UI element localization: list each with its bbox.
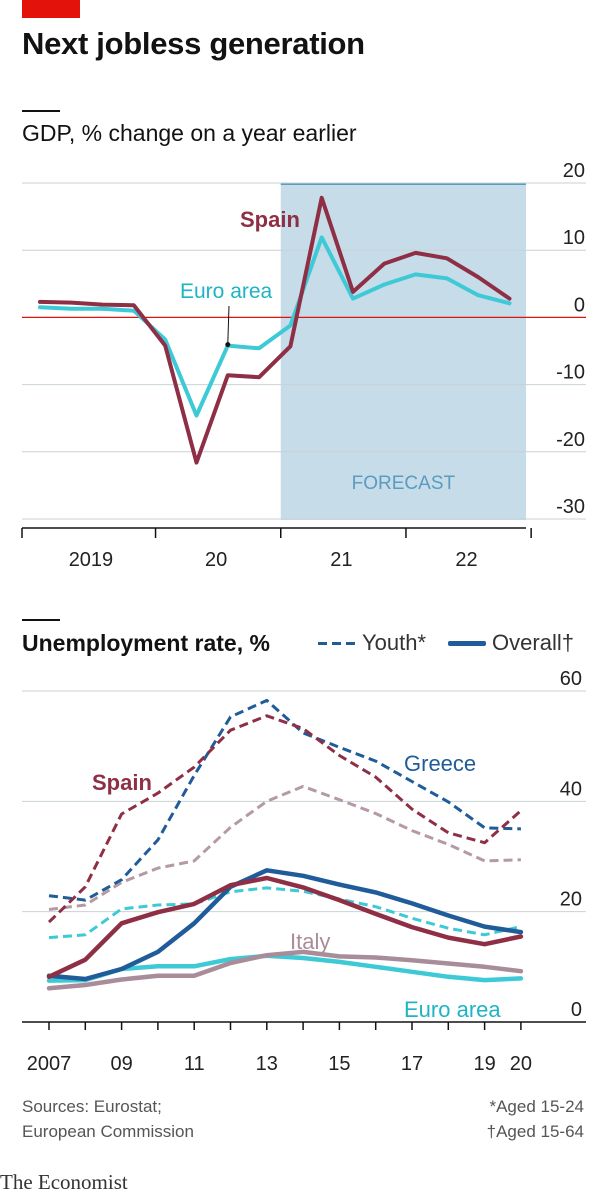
chart-title: Next jobless generation [22,26,365,61]
y-tick-label: 20 [560,889,582,911]
overall-series-line [46,949,524,991]
footnotes: *Aged 15-24 †Aged 15-64 [487,1094,584,1144]
youth-series-line [48,698,521,902]
gdp-chart-title: GDP, % change on a year earlier [22,120,357,146]
brand-red-bar [22,0,80,18]
footnote-overall: †Aged 15-64 [486,1122,584,1141]
x-tick-label: 11 [184,1053,205,1075]
sources: Sources: Eurostat; European Commission [22,1094,194,1144]
x-tick-label: 15 [328,1053,350,1075]
x-tick-label: 22 [455,549,477,571]
label-leader-line [227,305,230,344]
gdp-chart: FORECAST 20 10 0 -10 -20 -30 2019 20 21 22 Spain Eur… [21,160,586,571]
source-line: European Commission [22,1122,194,1141]
y-tick-label: -10 [556,362,585,384]
label-leader-dot [225,342,231,348]
x-tick-label: 2007 [27,1053,72,1075]
x-tick-label: 20 [510,1053,532,1075]
forecast-region [280,183,526,520]
x-tick-label: 17 [401,1053,423,1075]
brand-logo-text: The Economist [0,1170,128,1194]
x-tick-label: 13 [256,1053,278,1075]
legend: Youth* Overall† [318,630,574,656]
youth-series-line [48,784,521,911]
x-tick-label: 19 [473,1053,495,1075]
unemployment-chart: 60 40 20 0 2007 09 11 13 15 17 19 20 Spain Greece Ital… [22,668,586,1075]
legend-overall-swatch [448,640,487,646]
y-tick-label: 0 [574,294,585,316]
source-line: Sources: Eurostat; [22,1097,162,1116]
series-label: Greece [404,751,476,776]
series-line [38,235,512,418]
youth-series-line [48,886,522,940]
y-tick-label: -30 [556,496,585,518]
series-label: Euro area [404,997,501,1022]
series-label: Euro area [180,280,273,303]
overall-series-line [46,868,524,982]
y-tick-label: 60 [560,668,582,690]
x-tick-label: 09 [110,1053,132,1075]
youth-series-line [47,714,522,924]
y-tick-label: 20 [563,160,585,182]
overall-series-line [46,875,524,980]
legend-overall-label: Overall† [492,630,574,655]
unemployment-chart-title: Unemployment rate, % [22,630,270,656]
series-label: Spain [240,207,300,232]
x-tick-label: 21 [330,549,352,571]
series-line [38,195,512,465]
section-rule-unemployment [22,619,60,621]
y-tick-label: 40 [560,778,582,800]
x-tick-label: 2019 [69,549,114,571]
legend-youth-label: Youth* [362,630,427,655]
series-label: Italy [290,929,330,954]
forecast-label: FORECAST [352,473,456,494]
y-tick-label: -20 [556,429,585,451]
series-label: Spain [92,770,152,795]
legend-youth-swatch [318,641,356,645]
footnote-youth: *Aged 15-24 [489,1097,584,1116]
x-tick-label: 20 [205,549,227,571]
y-tick-label: 10 [563,227,585,249]
section-rule-gdp [22,110,60,112]
y-tick-label: 0 [571,999,582,1021]
